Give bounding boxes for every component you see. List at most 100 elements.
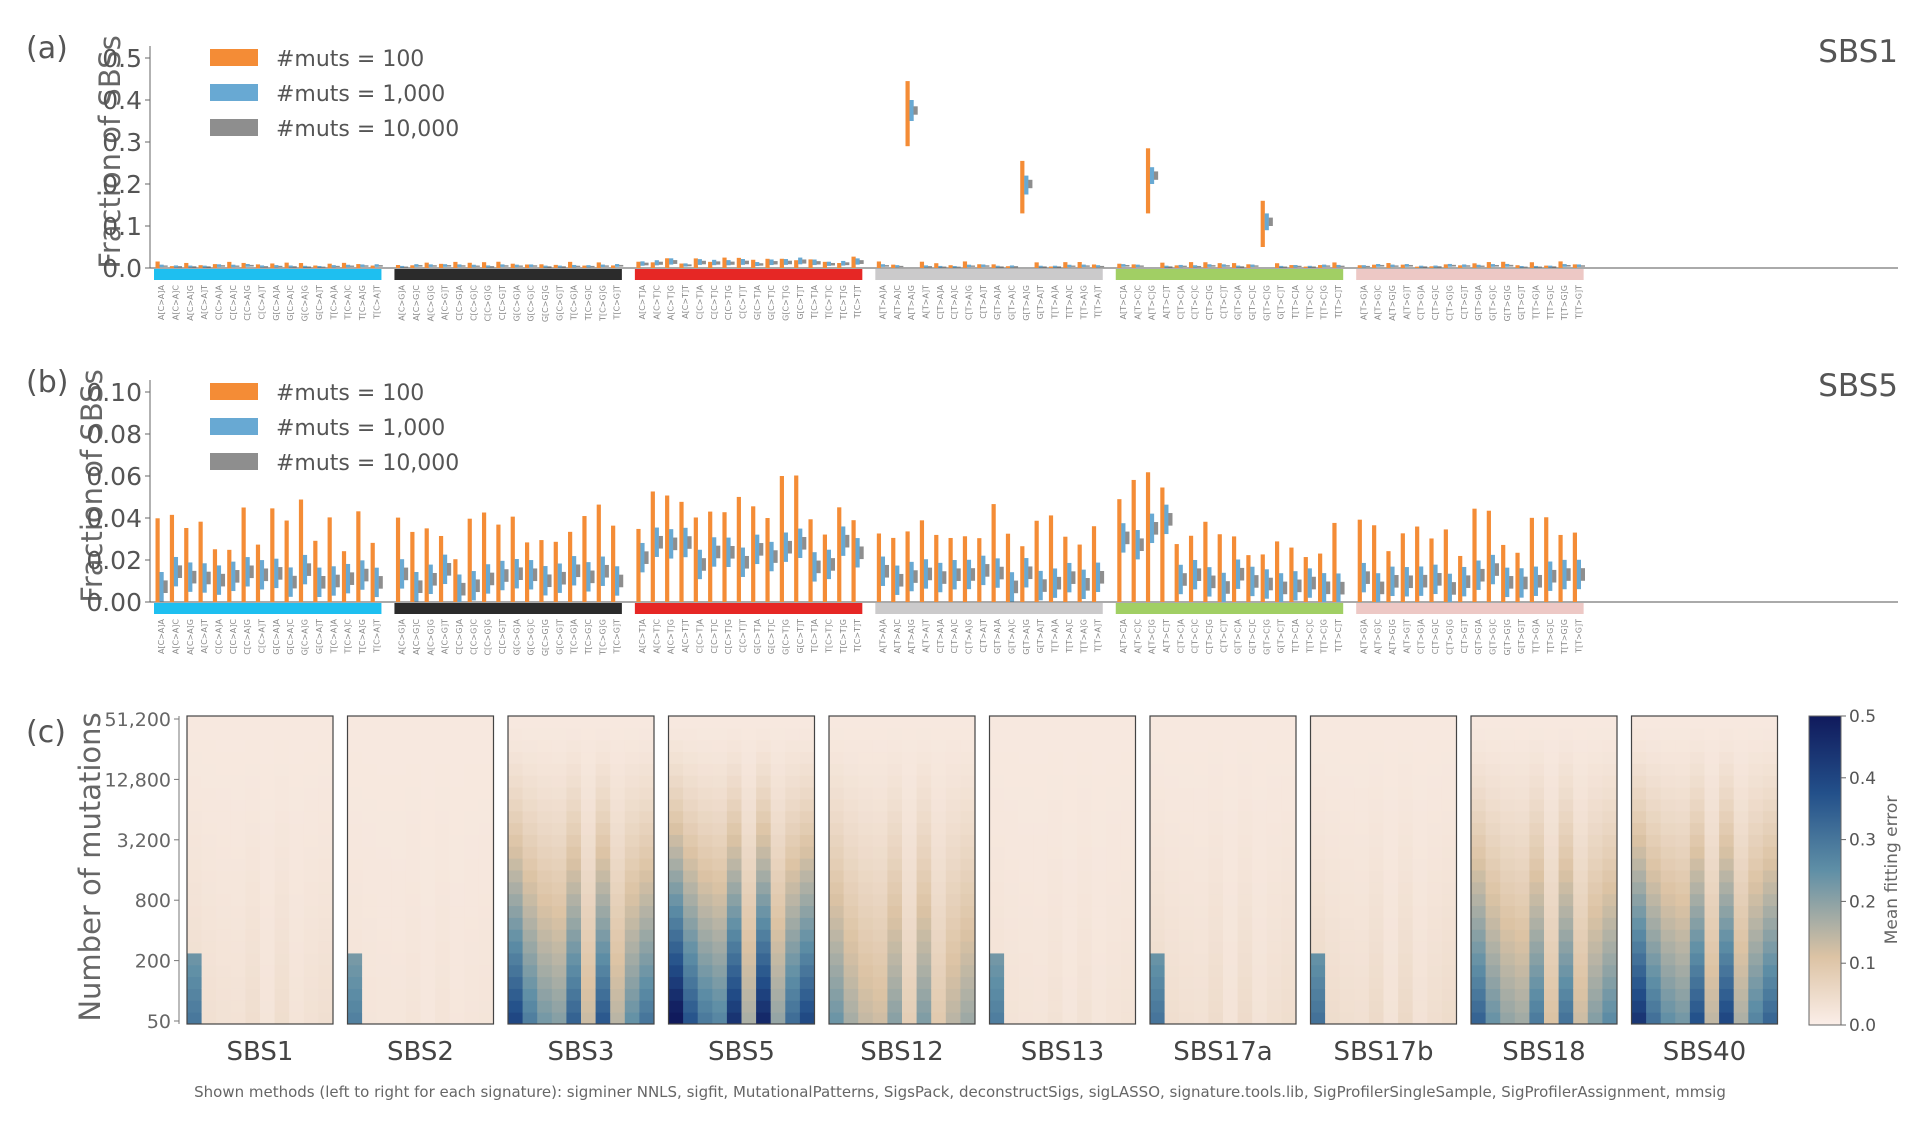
heatmap-cell: [1077, 917, 1093, 930]
heatmap-cell: [274, 893, 290, 907]
category-label: A[T>G]C: [1374, 619, 1383, 655]
heatmap-cell: [435, 952, 451, 966]
heatmap-cell: [1398, 716, 1414, 729]
legend-label-10000: #muts = 10,000: [276, 117, 459, 142]
heatmap-cell: [1018, 976, 1034, 989]
category-label: G[C>G]C: [527, 285, 536, 322]
heatmap-cell: [1150, 846, 1166, 859]
heatmap-cell: [1544, 846, 1560, 859]
heatmap-cell: [829, 1012, 845, 1025]
heatmap-cell: [697, 917, 713, 930]
bar-mark-100: [765, 258, 770, 268]
category-label: T[T>G]A: [1531, 284, 1540, 320]
heatmap-cell: [1398, 929, 1414, 942]
heatmap-cell: [697, 775, 713, 788]
heatmap-cell: [260, 988, 276, 1001]
heatmap-cell: [1500, 881, 1516, 895]
heatmap-cell: [639, 810, 655, 824]
heatmap-cell: [245, 952, 261, 966]
heatmap-cell: [1237, 775, 1253, 788]
heatmap-cell: [1004, 834, 1020, 847]
heatmap-cell: [1208, 798, 1224, 812]
colorbar: Mean fitting error 0.00.10.20.30.40.5: [1808, 707, 1902, 1036]
heatmap-cell: [1485, 917, 1501, 930]
heatmap-cell: [960, 917, 976, 930]
heatmap-cell: [201, 787, 217, 800]
heatmap-cell: [1733, 810, 1749, 824]
heatmap-cell: [858, 858, 874, 871]
heatmap-cell: [1587, 858, 1603, 871]
heatmap-cell: [581, 881, 597, 895]
heatmap-cell: [712, 846, 728, 859]
heatmap-cell: [1660, 941, 1676, 954]
bar-mark-100: [919, 261, 925, 268]
heatmap-cell: [639, 917, 655, 930]
bar-mark-1000: [783, 532, 788, 562]
heatmap-cell: [1704, 1012, 1720, 1025]
heatmap-cell: [303, 988, 319, 1001]
bar-mark-1000: [302, 554, 308, 585]
heatmap-cell: [1398, 881, 1414, 895]
category-label: G[T>A]C: [1008, 619, 1017, 655]
bar-mark-100: [298, 499, 304, 602]
heatmap-cell: [1762, 858, 1778, 871]
heatmap-cell: [1500, 870, 1516, 883]
heatmap-cell: [1091, 739, 1107, 753]
heatmap-cell: [391, 810, 407, 824]
heatmap-cell: [1354, 810, 1370, 824]
heatmap-cell: [1675, 905, 1691, 918]
heatmap-cell: [1427, 763, 1443, 776]
heatmap-cell: [1689, 917, 1705, 930]
category-label: A[C>G]G: [426, 619, 435, 655]
heatmap-cell: [347, 881, 363, 895]
heatmap-cell: [245, 988, 261, 1001]
heatmap-cell: [1631, 751, 1647, 764]
heatmap-cell: [887, 834, 903, 847]
heatmap-cell: [741, 727, 757, 741]
heatmap-cell: [1077, 964, 1093, 978]
heatmap-cell: [1368, 810, 1384, 824]
heatmap-cell: [902, 964, 918, 978]
heatmap-cell: [668, 976, 684, 989]
heatmap-cell: [274, 988, 290, 1001]
heatmap-cell: [639, 893, 655, 907]
bar-mark-1000: [1164, 504, 1169, 535]
bar-mark-10000: [206, 266, 211, 268]
category-label: T[C>G]A: [570, 618, 579, 655]
heatmap-cell: [829, 858, 845, 871]
heatmap-sbs1: SBS1: [186, 715, 334, 1067]
heatmap-cell: [230, 727, 246, 741]
heatmap-cell: [1062, 893, 1078, 907]
category-label: C[C>A]C: [229, 285, 238, 321]
heatmap-cell: [537, 739, 553, 753]
heatmap-cell: [1660, 810, 1676, 824]
heatmap-cell: [1500, 798, 1516, 812]
heatmap-cell: [201, 988, 217, 1001]
heatmap-cell: [318, 834, 334, 847]
bar-mark-1000: [909, 100, 914, 121]
heatmap-cell: [1310, 858, 1326, 871]
heatmap-cell: [624, 988, 640, 1001]
heatmap-cell: [683, 798, 699, 812]
heatmap-cell: [1018, 798, 1034, 812]
bar-mark-100: [1472, 263, 1477, 268]
bar-mark-1000: [173, 556, 179, 587]
heatmap-cell: [1368, 893, 1384, 907]
heatmap-cell: [887, 822, 903, 835]
heatmap-cell: [1587, 1000, 1603, 1013]
heatmap-cell: [347, 822, 363, 835]
heatmap-cell: [1646, 1000, 1662, 1013]
heatmap-cell: [420, 893, 436, 907]
category-label: A[C>T]G: [667, 619, 676, 654]
heatmap-cell: [1120, 881, 1136, 895]
heatmap-cell: [712, 870, 728, 883]
heatmap-cell: [1325, 846, 1341, 859]
heatmap-cell: [464, 798, 480, 812]
category-label: G[T>G]C: [1488, 619, 1497, 655]
heatmap-cell: [1412, 810, 1428, 824]
heatmap-cell: [770, 763, 786, 776]
heatmap-cell: [522, 964, 538, 978]
heatmap-cell: [522, 834, 538, 847]
heatmap-cell: [537, 917, 553, 930]
bar-mark-1000: [245, 263, 250, 267]
